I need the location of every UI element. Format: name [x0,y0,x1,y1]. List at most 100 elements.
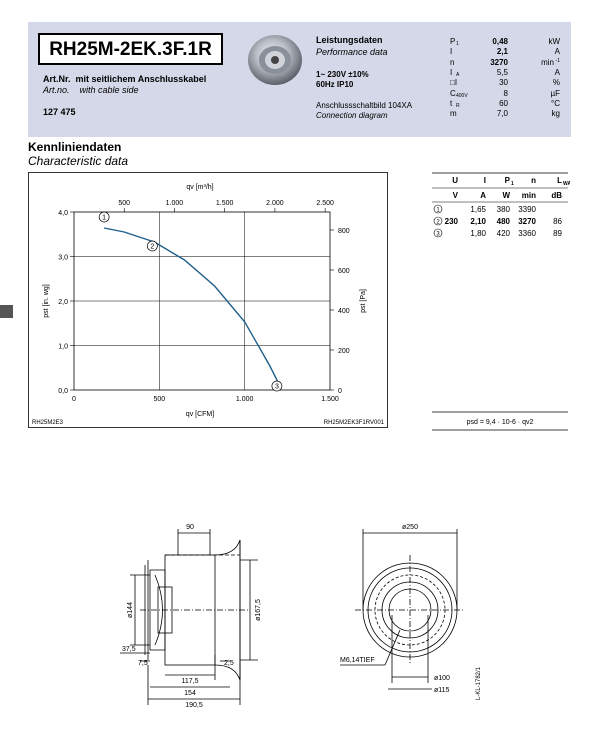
table-header-sub: 1 [511,181,514,187]
spec-unit: A [554,47,560,57]
table-header: L [557,176,562,185]
table-unit: A [480,191,486,200]
spec-row: t R 60 °C [450,99,560,109]
spec-row: n 3270 min -1 [450,58,560,68]
fan-product-image [248,35,302,85]
dim-2: 2,5 [224,660,234,667]
table-cell: 2,10 [470,217,486,226]
art-number: 127 475 [43,107,76,117]
spec-row: I 2,1 A [450,47,560,57]
spec-symbol: P [450,37,456,46]
y-right-tick-label: 0 [338,388,342,395]
spec-value: 3270 [490,57,508,67]
dim-100: ø100 [434,675,450,682]
table-unit: dB [551,191,562,200]
chart-ref-right: RH25M2EK3F1RV001 [324,420,385,426]
dim-115: ø115 [434,687,450,694]
spec-value: 30 [499,78,508,88]
table-cell: 1,65 [470,205,486,214]
table-cell: 1,80 [470,229,486,238]
operating-point-label: 1 [102,215,106,222]
table-unit: min [522,191,536,200]
spec-symbol: I [450,67,453,77]
spec-value: 2,1 [496,47,508,57]
y-left-tick-label: 0,0 [58,388,68,395]
table-header: I [484,176,486,185]
table-header: P [505,176,511,185]
supply-line-2: 60Hz IP10 [316,80,354,89]
table-unit: W [502,191,510,200]
table-cell: 3360 [518,229,536,238]
model-title: RH25M-2EK.3F.1R [38,33,223,65]
section-title-en: Characteristic data [28,154,129,168]
y-left-tick-label: 2,0 [58,299,68,306]
dim-m6: M6,14TIEF [340,657,375,664]
spec-symbol: m [450,109,457,119]
spec-row: P 1 0,48 kW [450,37,560,47]
table-unit: V [453,191,459,200]
table-header: n [531,176,536,185]
spec-row: m 7,0 kg [450,109,560,119]
chart-frame [28,172,388,428]
dim-144: ø144 [127,602,134,618]
spec-unit: °C [551,98,560,108]
x-top-tick-label: 2.500 [316,200,334,207]
spec-symbol: I [450,47,453,57]
row-point-marker [433,204,443,214]
row-point-marker [433,216,443,226]
y-right-tick-label: 200 [338,348,350,355]
row-point-marker [433,228,443,238]
x-top-tick-label: 1.500 [216,200,234,207]
y-left-tick-label: 3,0 [58,255,68,262]
y-right-tick-label: 800 [338,228,350,235]
dim-190: 190,5 [185,702,203,709]
spec-unit: A [554,67,560,77]
doc-reference: L-KL-1782/1 [476,666,482,700]
x-bottom-tick-label: 1.500 [321,396,339,403]
spec-unit: min [541,57,554,67]
connection-en: Connection diagram [316,111,388,120]
table-cell: 420 [497,229,511,238]
dim-7: 7,5 [138,660,148,667]
spec-symbol-sub: 1 [456,41,459,47]
front-view-drawing: ø250 M6,14TIEF ø100 ø115 L-KL-1782/1 [340,524,482,700]
table-cell: 230 [445,217,459,226]
connection-de: Anschlussschaltbild 104XA [316,101,413,110]
operating-point-label: 2 [150,244,154,251]
spec-value: 8 [503,88,508,98]
table-header-sub: WA [563,181,570,187]
row-point-label: 2 [436,220,440,226]
dim-250: ø250 [402,524,418,531]
spec-unit: µF [550,88,561,98]
spec-unit: kg [551,109,560,119]
x-top-axis-label: qv [m³/h] [186,184,213,191]
y-right-axis-label: pst [Pa] [360,289,367,313]
x-bottom-tick-label: 1.000 [236,396,254,403]
spec-unit: % [552,78,560,88]
side-view-drawing: 90 ø144 ø167,5 37,5 7,5 2,5 117,5 154 19… [120,524,262,709]
x-top-tick-label: 1.000 [166,200,184,207]
spec-value: 0,48 [492,37,508,46]
dim-167: ø167,5 [255,599,262,621]
x-top-tick-label: 500 [118,200,130,207]
spec-value: 5,5 [496,67,508,77]
spec-unit: kW [548,37,560,46]
y-right-tick-label: 600 [338,268,350,275]
spec-symbol: □I [450,78,458,88]
section-title-de: Kennliniendaten [28,140,122,154]
operating-point-marker [147,240,158,252]
operating-point-marker [271,380,283,392]
page-marker [0,305,13,318]
dim-117: 117,5 [182,678,199,685]
table-cell: 380 [497,205,511,214]
y-left-tick-label: 4,0 [58,210,68,217]
table-header: U [452,176,458,185]
table-cell: 480 [497,217,511,226]
table-cell: 86 [553,217,562,226]
row-point-label: 1 [436,208,440,214]
dim-154: 154 [184,690,196,697]
y-right-tick-label: 400 [338,308,350,315]
spec-row: □I 30% [450,78,560,88]
art-no-label: Art.no. with cable side [43,85,139,95]
spec-row: I A 5,5 A [450,68,560,78]
